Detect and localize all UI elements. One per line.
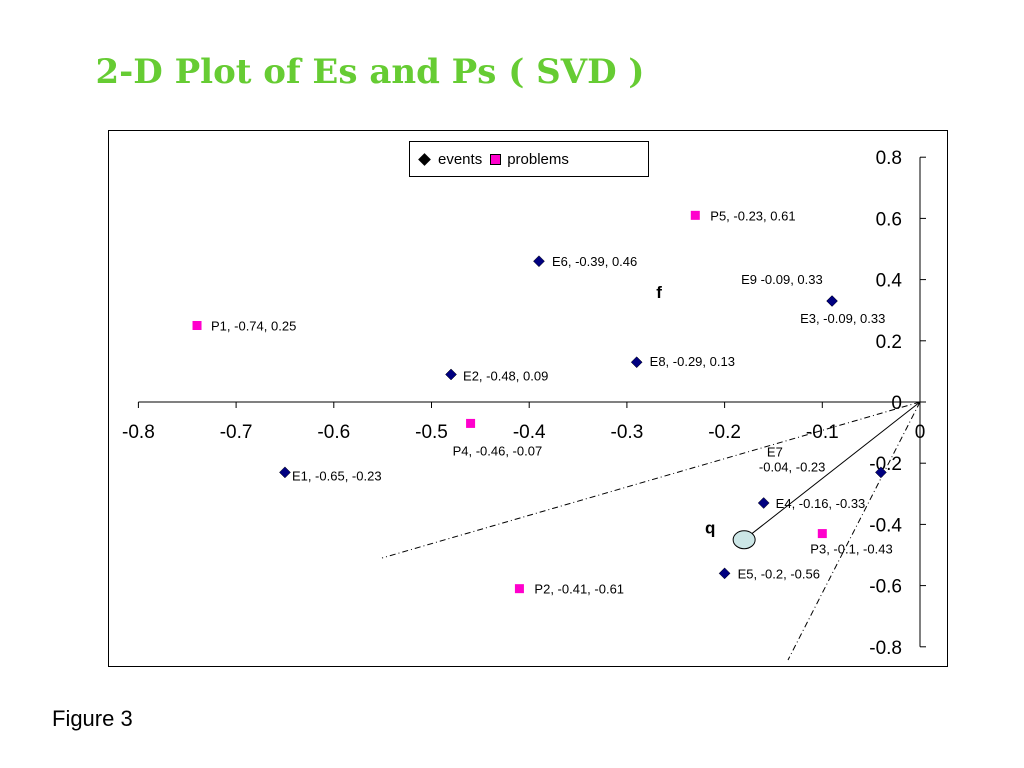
legend-item-events: events [418, 150, 483, 168]
x-tick-label: -0.3 [611, 422, 644, 443]
dashdot-line-down [787, 401, 921, 661]
x-tick-label: -0.2 [708, 422, 741, 443]
point-label-e7-coords: -0.04, -0.23 [759, 459, 826, 474]
reference-lines [381, 401, 921, 661]
query-point-marker [732, 530, 756, 550]
y-tick-label: 0.4 [876, 271, 903, 292]
square-marker-icon [490, 153, 502, 165]
dashdot-line-left [381, 401, 921, 559]
x-tick-label: -0.5 [415, 422, 448, 443]
x-tick-label: -0.1 [806, 422, 839, 443]
x-tick-label: -0.4 [513, 422, 546, 443]
event-point-e4 [757, 497, 770, 509]
annotation-f: f [656, 283, 662, 302]
query-vector-line [743, 401, 921, 541]
point-label-p1: P1, -0.74, 0.25 [211, 319, 296, 334]
event-point-e5 [718, 567, 731, 580]
chart-frame [108, 130, 948, 667]
problem-point-p4 [466, 418, 476, 428]
point-label-e8: E8, -0.29, 0.13 [650, 354, 735, 369]
y-tick-label: -0.8 [869, 638, 902, 659]
event-point-e6 [533, 255, 545, 268]
y-tick-label: -0.2 [869, 454, 902, 475]
point-label-p2: P2, -0.41, -0.61 [534, 582, 624, 597]
x-tick-label: -0.6 [317, 422, 350, 443]
problem-point-p5 [690, 210, 700, 220]
problem-point-p2 [514, 584, 524, 594]
event-point-e3 [826, 295, 838, 307]
diamond-marker-icon [418, 152, 431, 166]
event-point-e2 [445, 368, 457, 381]
point-label-e4: E4, -0.16, -0.33 [776, 496, 866, 511]
legend-label-events: events [438, 150, 483, 168]
point-label-p5: P5, -0.23, 0.61 [710, 208, 795, 223]
legend-label-problems: problems [507, 150, 569, 168]
y-tick-label: 0.6 [876, 209, 902, 230]
point-label-e9: E9 -0.09, 0.33 [741, 272, 823, 287]
axes: -0.8 -0.7 -0.6 -0.5 -0.4 -0.3 -0.2 -0.1 0 0.8 0.6 0… [122, 148, 926, 659]
event-point-e7 [875, 466, 887, 479]
problem-point-p3 [817, 529, 827, 539]
point-label-e2: E2, -0.48, 0.09 [463, 368, 548, 383]
point-label-p4: P4, -0.46, -0.07 [453, 443, 543, 458]
problem-point-p1 [192, 321, 202, 330]
point-label-e5: E5, -0.2, -0.56 [738, 566, 820, 581]
point-labels: E1, -0.65, -0.23 E2, -0.48, 0.09 E3, -0.09… [211, 208, 893, 596]
y-tick-label: -0.4 [869, 515, 902, 536]
figure-caption: Figure 3 [52, 706, 133, 731]
slide-title: 2-D Plot of Es and Ps ( SVD ) [95, 52, 645, 92]
y-tick-label: 0 [891, 393, 902, 414]
x-tick-label: -0.7 [220, 422, 253, 443]
chart-legend: events problems [409, 141, 649, 177]
y-tick-label: 0.2 [876, 332, 902, 353]
x-tick-label: -0.8 [122, 422, 155, 443]
point-label-e6: E6, -0.39, 0.46 [552, 254, 637, 269]
event-point-e1 [279, 466, 291, 479]
point-label-p3: P3, -0.1, -0.43 [810, 542, 892, 557]
point-label-e7-name: E7 [767, 444, 783, 459]
data-points [192, 210, 887, 594]
annotation-q: q [705, 519, 715, 538]
y-tick-label: -0.6 [869, 577, 902, 598]
point-label-e1: E1, -0.65, -0.23 [292, 468, 382, 483]
legend-item-problems: problems [490, 151, 569, 168]
y-tick-label: 0.8 [876, 148, 902, 169]
point-label-e3: E3, -0.09, 0.33 [800, 311, 885, 326]
event-point-e8 [630, 356, 643, 369]
